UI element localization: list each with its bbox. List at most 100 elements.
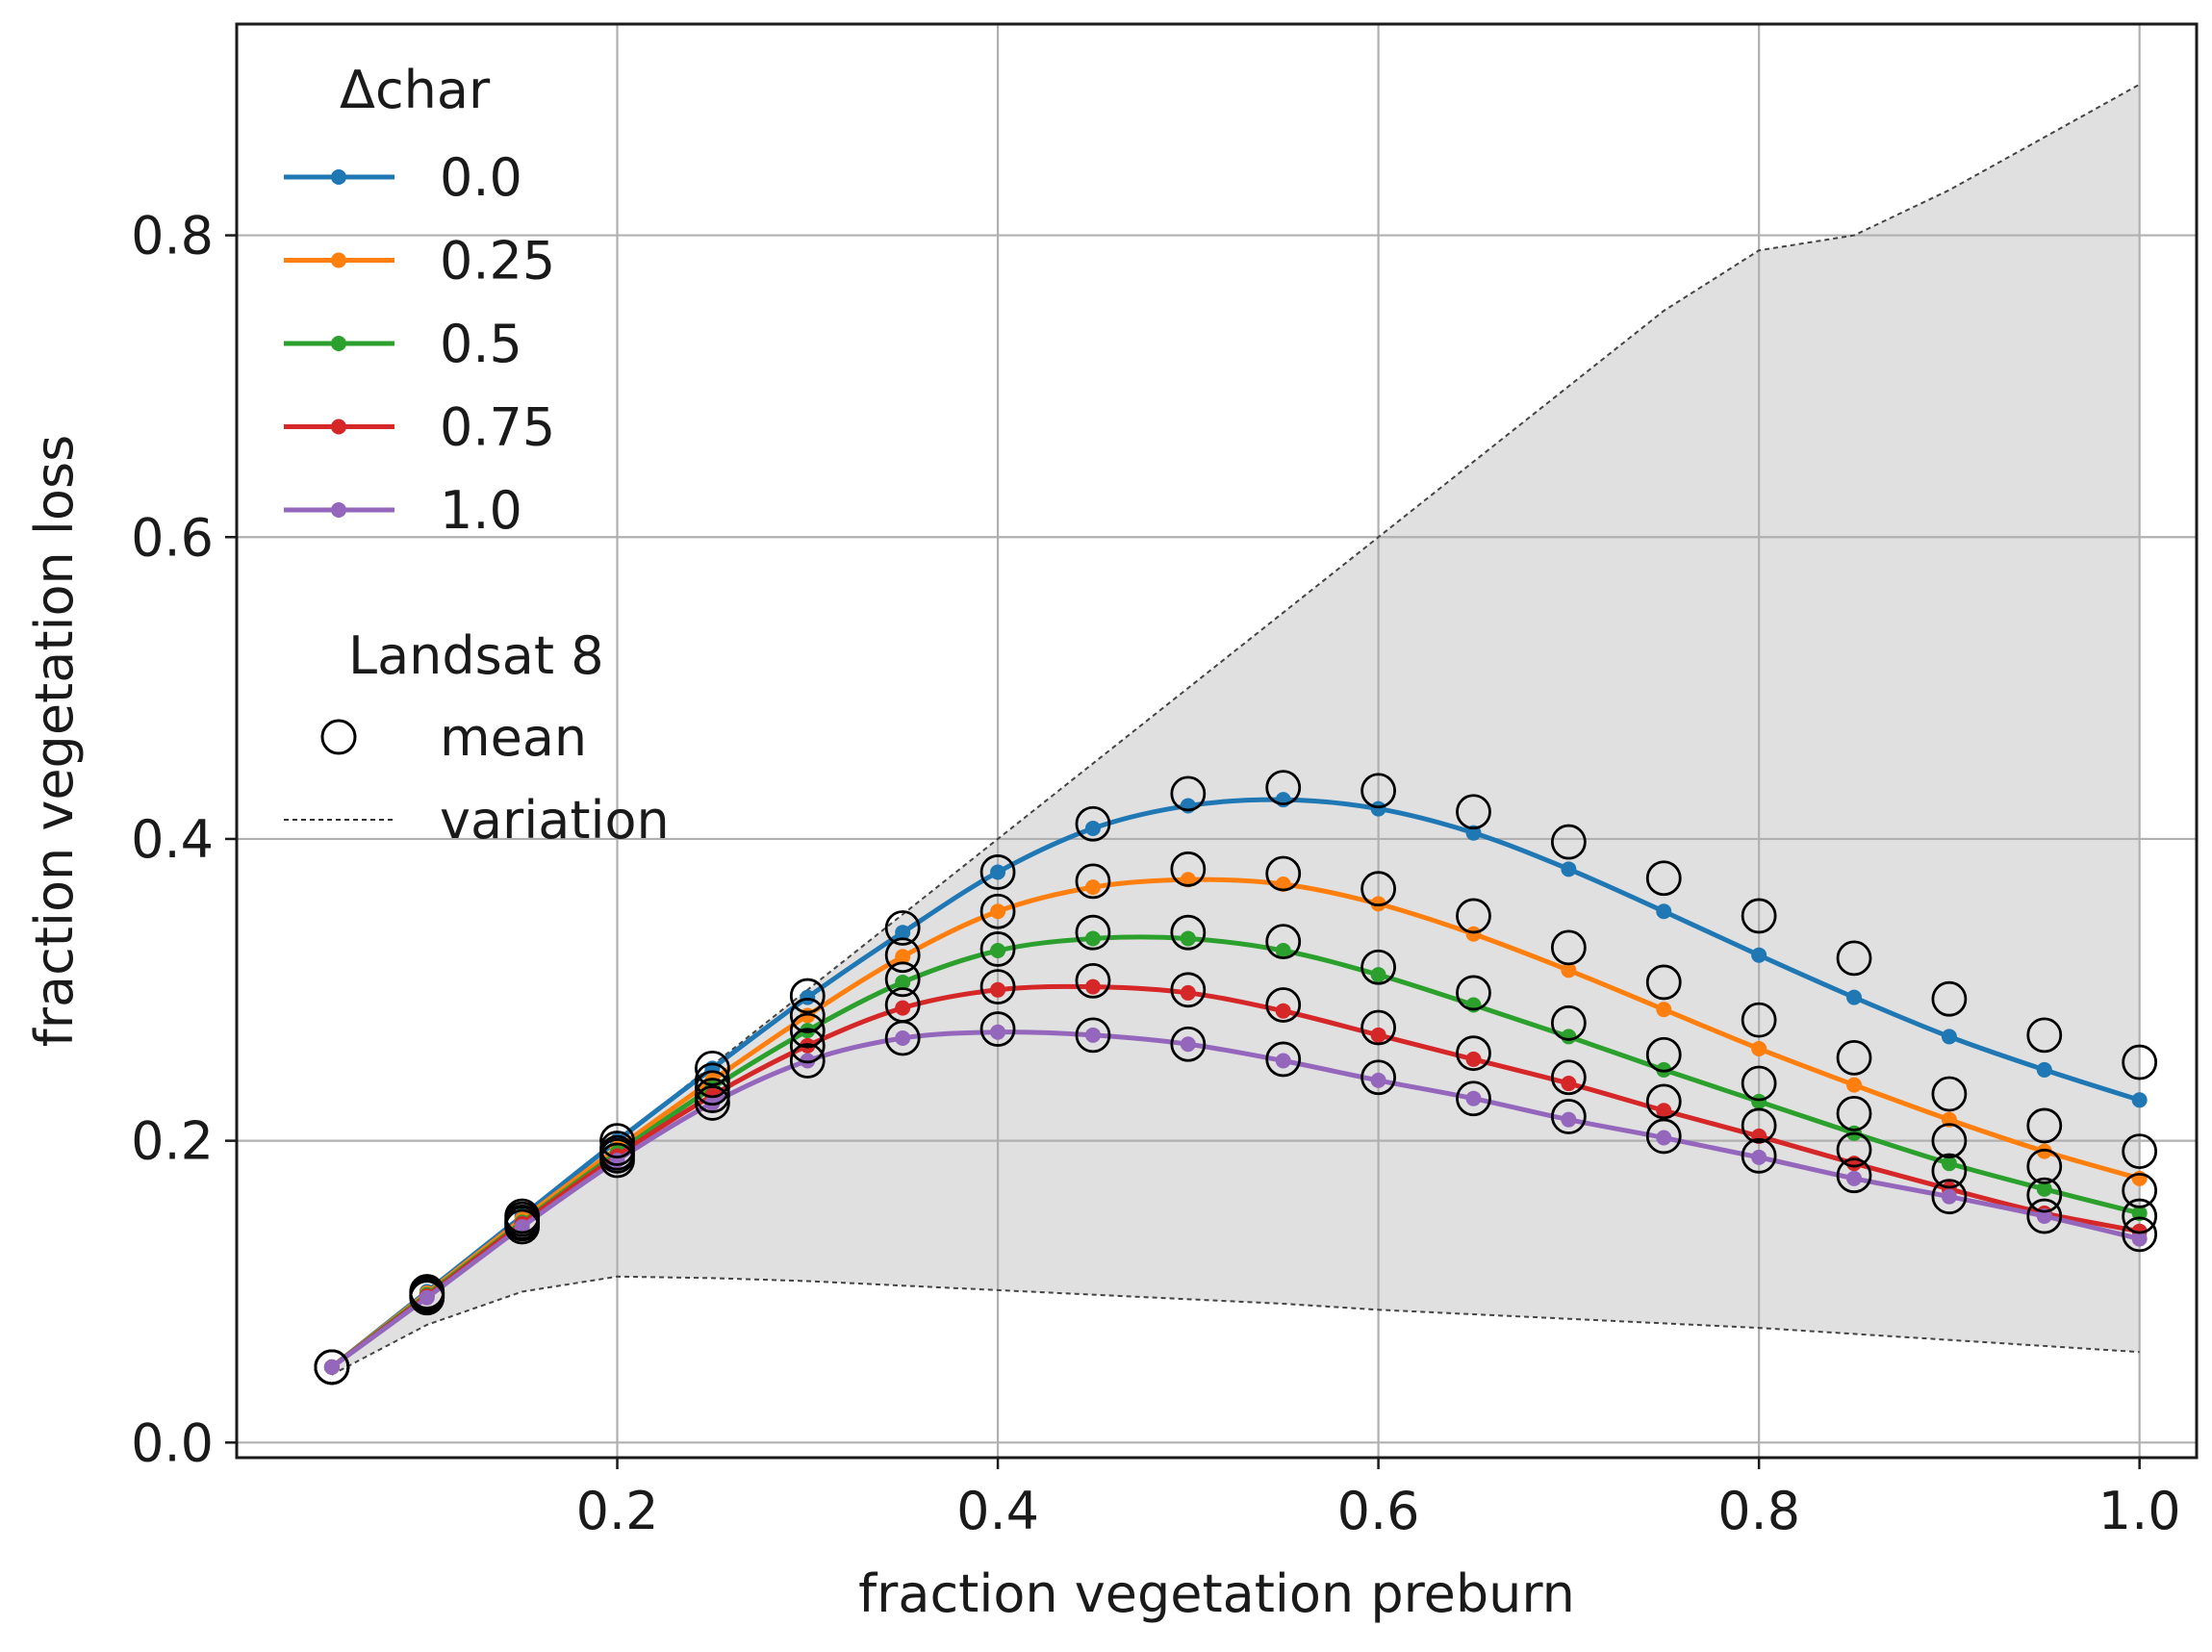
obs-mean-marker-0-0 [1836,940,1872,977]
series-point-0-25 [990,903,1006,920]
series-point-0-5 [1180,930,1196,947]
plot-frame [235,22,2199,1460]
series-point-0-0 [895,925,911,941]
obs-mean-marker-1-0 [1741,1137,1777,1174]
obs-mean-marker-0-75 [1741,1107,1777,1144]
series-point-0-25 [1084,879,1101,896]
obs-mean-marker-1-0 [789,1043,826,1079]
series-point-1-0 [990,1024,1006,1040]
legend-label-1-0: 1.0 [440,480,522,541]
legend-label-0-75: 0.75 [440,397,555,458]
series-point-0-25 [1656,1002,1672,1018]
series-point-0-0 [800,989,816,1005]
obs-mean-marker-0-0 [599,1123,635,1159]
legend-marker-1-0 [331,502,346,518]
legend-marker-0-0 [331,169,346,185]
series-point-0-0 [990,864,1006,880]
obs-mean-marker-0-5 [1360,949,1397,985]
series-point-0-25 [1275,877,1291,892]
x-axis-label: fraction vegetation preburn [858,1563,1575,1624]
x-tick-label: 0.8 [1717,1481,1800,1541]
obs-mean-marker-0-25 [979,893,1016,929]
obs-mean-marker-0-5 [1075,914,1111,951]
obs-mean-marker-1-0 [1931,1179,1968,1215]
series-point-0-75 [1084,978,1101,995]
obs-mean-marker-0-75 [979,969,1016,1005]
obs-mean-marker-0-25 [884,937,921,974]
obs-mean-marker-1-0 [1550,1099,1587,1134]
series-point-1-0 [1656,1130,1672,1146]
obs-mean-marker-0-0 [1360,773,1397,809]
obs-mean-marker-0-0 [1645,860,1682,897]
series-point-0-25 [1465,926,1482,942]
legend-marker-0-5 [331,336,346,351]
obs-mean-marker-0-0 [2122,1044,2158,1080]
series-point-0-5 [1275,943,1291,959]
series-point-0-5 [1561,1029,1577,1045]
obs-mean-marker-1-0 [409,1280,445,1316]
obs-mean-marker-0-0 [884,910,921,946]
legend-mean-label: mean [440,707,587,768]
obs-mean-marker-1-0 [1645,1118,1682,1155]
obs-mean-marker-0-5 [1550,1004,1587,1041]
legend-title: Δchar [340,60,491,120]
y-tick-label: 0.0 [131,1412,214,1473]
series-point-0-5 [990,943,1006,959]
series-point-0-0 [1084,820,1101,836]
series-point-1-0 [1370,1072,1386,1088]
obs-mean-marker-0-25 [1456,898,1491,934]
obs-mean-marker-0-75 [1265,987,1302,1023]
series-point-0-0 [1846,989,1863,1005]
obs-mean-marker-1-0 [599,1142,635,1179]
series-point-1-0 [323,1359,340,1375]
series-point-0-75 [1561,1076,1577,1092]
series-point-1-0 [895,1029,911,1046]
obs-mean-marker-0-75 [1360,1009,1397,1046]
series-point-0-5 [2036,1181,2052,1197]
series-point-1-0 [1084,1027,1101,1043]
obs-mean-marker-0-5 [1645,1036,1682,1073]
obs-mean-marker-0-25 [1360,871,1397,907]
obs-mean-marker-0-0 [1550,824,1587,860]
series-point-0-0 [1656,903,1672,920]
obs-mean-marker-1-0 [314,1349,350,1385]
obs-mean-marker-0-75 [1550,1059,1587,1096]
variation-lower-line [331,1275,2140,1376]
y-axis-label: fraction vegetation loss [24,435,85,1047]
obs-mean-marker-0-25 [1075,863,1111,900]
y-tick-label: 0.8 [131,206,214,267]
series-point-1-0 [514,1219,530,1235]
series-point-0-25 [895,949,911,965]
series-point-0-0 [1370,801,1386,817]
obs-mean-marker-1-0 [1075,1017,1111,1054]
obs-mean-marker-0-25 [789,998,826,1033]
obs-mean-marker-0-25 [1741,1002,1777,1038]
y-tick-label: 0.2 [131,1111,214,1172]
obs-mean-marker-0-75 [1456,1035,1491,1072]
legend-marker-0-25 [331,252,346,268]
obs-mean-marker-0-5 [2026,1148,2063,1184]
series-point-0-0 [1751,947,1767,963]
obs-mean-marker-0-25 [1645,964,1682,1001]
obs-mean-marker-0-25 [695,1062,730,1099]
obs-mean-marker-0-0 [1265,770,1302,806]
legend-label-0-25: 0.25 [440,231,555,292]
legend-label-0-0: 0.0 [440,147,522,208]
x-tick-label: 0.6 [1337,1481,1420,1541]
obs-mean-marker-0-75 [1170,972,1207,1008]
obs-mean-marker-0-25 [1170,851,1207,887]
obs-mean-marker-0-75 [2122,1198,2158,1234]
obs-mean-marker-1-0 [1456,1080,1491,1117]
series-point-1-0 [1561,1111,1577,1128]
series-point-0-5 [1941,1156,1957,1172]
obs-mean-marker-0-0 [695,1050,730,1086]
obs-mean-marker-0-25 [1931,1076,1968,1112]
obs-mean-marker-0-5 [1456,975,1491,1011]
obs-mean-marker-1-0 [2026,1198,2063,1234]
series-point-0-75 [1180,984,1196,1001]
obs-mean-marker-0-75 [1645,1083,1682,1120]
obs-mean-marker-0-75 [1836,1131,1872,1168]
legend-label-0-5: 0.5 [440,314,522,374]
obs-mean-marker-0-0 [979,854,1016,890]
obs-mean-marker-0-5 [979,931,1016,967]
